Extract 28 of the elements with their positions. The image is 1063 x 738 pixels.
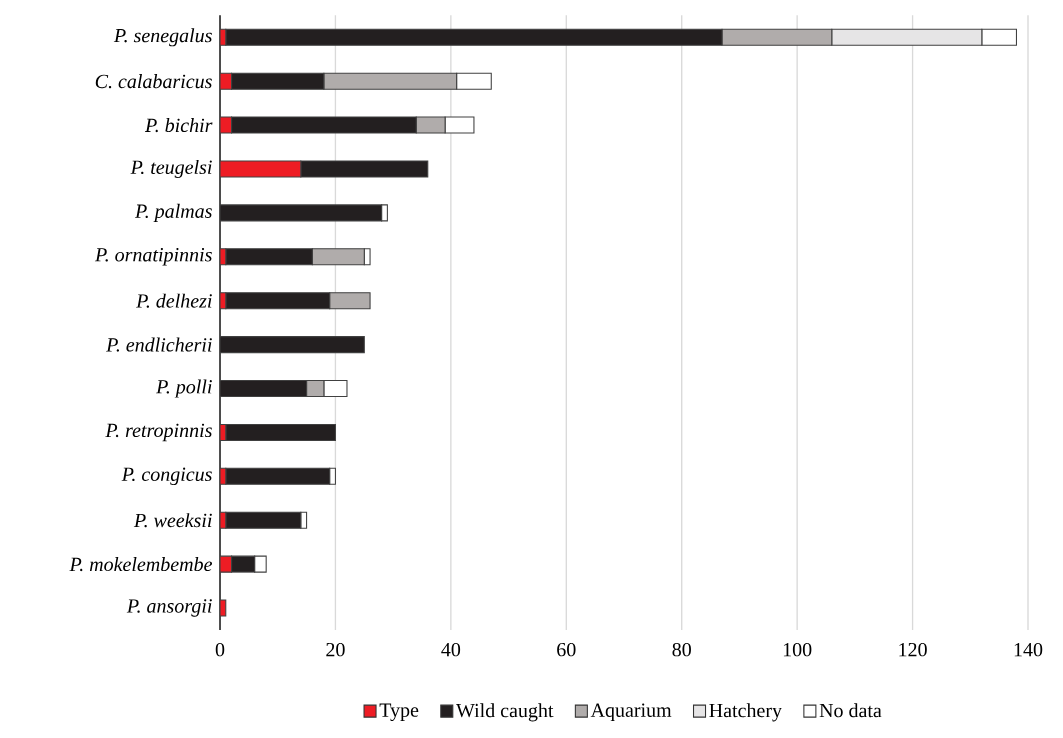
legend-label: No data	[819, 703, 882, 718]
y-tick-label: P. delhezi	[136, 293, 212, 308]
y-tick-label: P. congicus	[121, 467, 212, 486]
x-tick-label: 120	[899, 642, 927, 657]
y-tick-label: P. palmas	[134, 203, 212, 222]
legend-label: Wild caught	[456, 703, 554, 722]
x-tick-label: 100	[783, 642, 812, 657]
y-tick-label: P. mokelembembe	[69, 557, 213, 572]
bar	[220, 336, 365, 354]
y-tick-label: P. ansorgii	[126, 599, 212, 617]
x-tick-label: 0	[215, 642, 225, 657]
legend-label: Aquarium	[590, 703, 672, 722]
y-tick-label: P. weeksii	[133, 513, 212, 528]
legend-label: Type	[379, 703, 419, 721]
x-tick-label: 40	[441, 642, 461, 657]
x-tick-label: 20	[326, 642, 345, 657]
x-tick-label: 80	[672, 642, 691, 657]
y-tick-label: C. calabaricus	[95, 74, 212, 89]
y-tick-label: P. senegalus	[113, 28, 212, 47]
x-tick-label: 140	[1014, 642, 1043, 657]
y-tick-label: P. ornatipinnis	[94, 248, 212, 266]
y-tick-label: P. teugelsi	[130, 159, 212, 179]
y-tick-label: P. polli	[156, 379, 212, 398]
y-tick-label: P. bichir	[144, 118, 213, 133]
x-tick-label: 60	[557, 642, 576, 657]
legend-label: Hatchery	[709, 703, 782, 722]
y-tick-label: P. retropinnis	[105, 423, 212, 442]
y-tick-label: P. endlicherii	[106, 337, 212, 352]
